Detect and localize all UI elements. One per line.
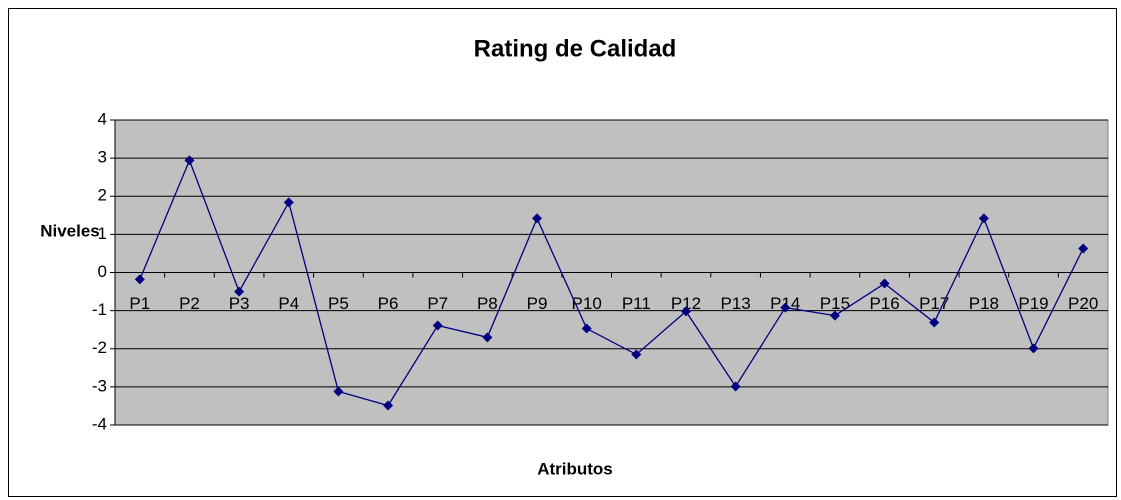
- data-point: [383, 400, 394, 411]
- data-point: [730, 381, 741, 392]
- series-line: [139, 158, 1084, 407]
- data-point: [581, 323, 592, 334]
- y-tick-label: 1: [98, 224, 107, 243]
- data-point: [1078, 243, 1089, 254]
- chart-title: Rating de Calidad: [474, 35, 677, 62]
- data-point: [283, 197, 294, 208]
- data-point: [680, 306, 691, 317]
- x-tick-label: P17: [919, 294, 949, 313]
- x-axis-title: Atributos: [537, 459, 613, 478]
- data-point: [780, 302, 791, 313]
- y-tick-label: -4: [92, 414, 107, 433]
- x-tick-label: P4: [278, 294, 299, 313]
- x-tick-label: P20: [1068, 294, 1098, 313]
- x-tick-label: P2: [179, 294, 200, 313]
- data-point: [929, 317, 940, 328]
- x-tick-label: P7: [427, 294, 448, 313]
- y-tick-label: 0: [98, 262, 107, 281]
- data-point: [333, 386, 344, 397]
- x-tick-label: P6: [378, 294, 399, 313]
- x-tick-label: P19: [1018, 294, 1048, 313]
- data-point: [482, 332, 493, 343]
- data-point: [432, 320, 443, 331]
- x-tick-label: P9: [527, 294, 548, 313]
- data-point: [879, 278, 890, 289]
- x-tick-label: P10: [572, 294, 602, 313]
- data-point: [184, 155, 195, 166]
- data-point: [234, 286, 245, 297]
- x-tick-label: P11: [622, 294, 651, 313]
- data-point: [532, 213, 543, 224]
- y-tick-label: 4: [98, 109, 107, 128]
- x-tick-label: P18: [969, 294, 999, 313]
- y-tick-label: -3: [92, 376, 107, 395]
- data-point: [829, 310, 840, 321]
- x-tick-label: P3: [229, 294, 250, 313]
- x-tick-label: P1: [129, 294, 150, 313]
- x-tick-label: P5: [328, 294, 349, 313]
- y-tick-label: -2: [92, 338, 107, 357]
- x-tick-label: P16: [869, 294, 899, 313]
- y-tick-label: 3: [98, 148, 107, 167]
- x-tick-label: P8: [477, 294, 498, 313]
- data-point: [134, 274, 145, 285]
- y-axis-title: Niveles: [40, 221, 100, 240]
- x-tick-label: P13: [721, 294, 751, 313]
- x-tick-label: P15: [820, 294, 850, 313]
- x-tick-label: P12: [671, 294, 701, 313]
- data-point: [1028, 343, 1039, 354]
- y-tick-label: 2: [98, 186, 107, 205]
- y-tick-label: -1: [92, 300, 107, 319]
- data-point: [978, 213, 989, 224]
- data-point: [631, 349, 642, 360]
